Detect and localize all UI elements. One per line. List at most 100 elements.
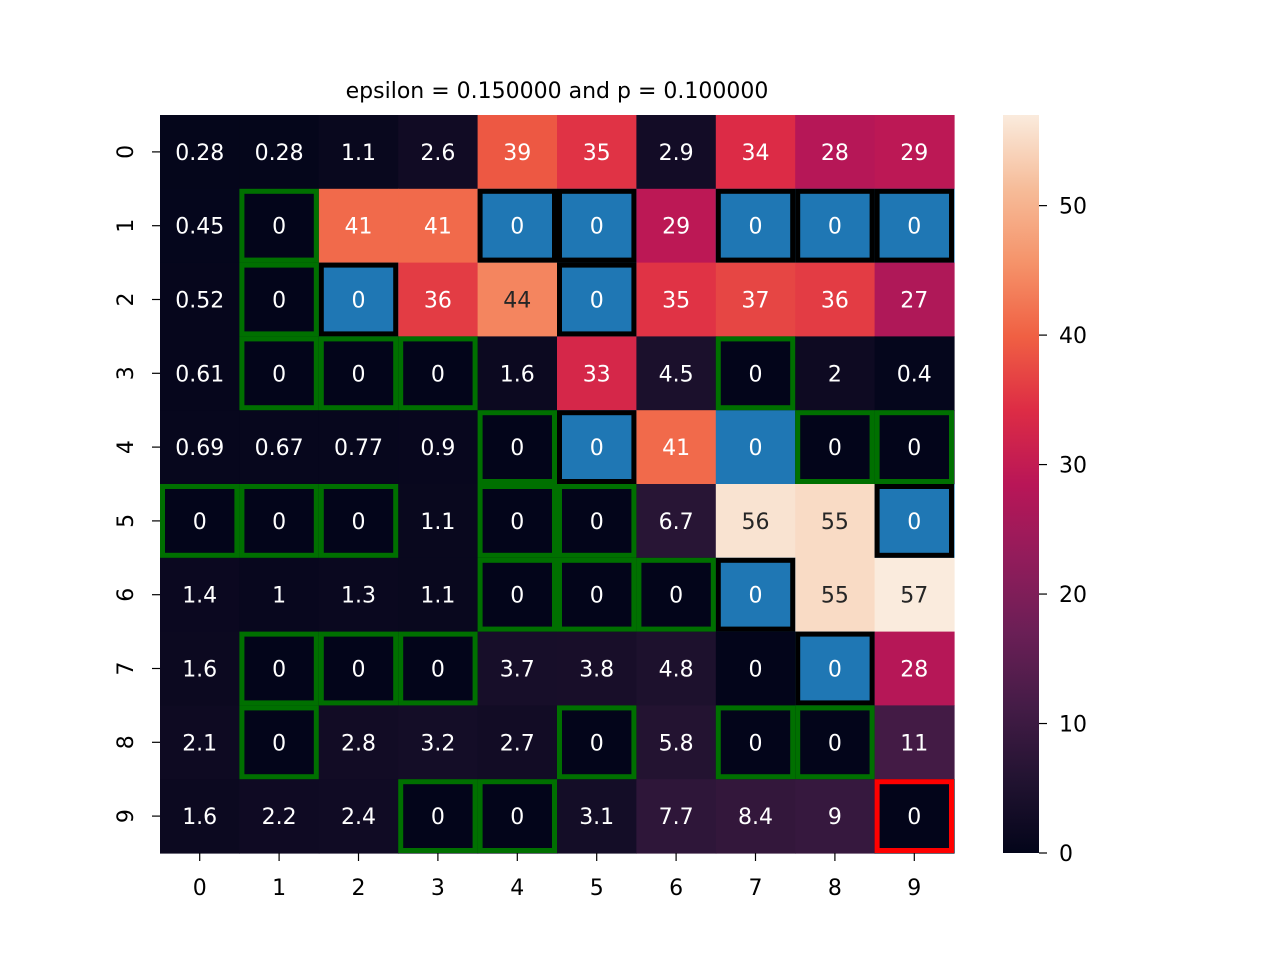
heatmap-cell	[715, 336, 796, 411]
heatmap-cell	[795, 631, 876, 706]
heatmap-cell	[874, 410, 955, 485]
cell-value-label: 1.1	[341, 141, 376, 166]
cell-value-label: 2.8	[341, 731, 376, 756]
cell-value-label: 0	[510, 215, 524, 240]
red-cell-outline	[874, 779, 954, 854]
cell-value-label: 2	[828, 362, 842, 387]
heatmap-cell	[874, 557, 955, 633]
cell-value-label: 35	[583, 141, 611, 166]
heatmap-cell	[398, 631, 479, 706]
heatmap-cell	[715, 188, 796, 264]
heatmap-cell	[874, 188, 955, 264]
heatmap-cell	[160, 705, 240, 780]
cell-value-label: 36	[424, 289, 452, 314]
cell-value-label: 0	[590, 584, 604, 609]
green-cell-outline	[398, 336, 478, 411]
green-cell-outline	[477, 410, 558, 485]
cell-value-label: 0	[510, 510, 524, 535]
heatmap-cell	[239, 484, 320, 559]
heatmap-cell	[636, 188, 717, 264]
cell-value-label: 1	[272, 584, 286, 609]
heatmap-cell	[398, 705, 479, 780]
heatmap-cell	[398, 262, 479, 337]
cell-value-label: 29	[900, 141, 928, 166]
heatmap-cell	[160, 336, 240, 411]
black-cell-outline	[477, 188, 558, 263]
green-cell-outline	[239, 188, 319, 263]
cell-value-label: 9	[828, 805, 842, 830]
heatmap-cell	[318, 115, 399, 190]
cell-value-label: 0.4	[897, 362, 932, 387]
heatmap-cell	[557, 557, 637, 633]
heatmap-cell	[715, 262, 796, 337]
heatmap-cell	[477, 779, 558, 854]
x-tick-label: 7	[749, 876, 763, 901]
heatmap-cell	[874, 484, 955, 559]
green-cell-outline	[318, 336, 399, 411]
heatmap-cell	[557, 705, 637, 780]
x-tick-label: 0	[193, 876, 207, 901]
heatmap-cell	[239, 705, 320, 780]
heatmap-cell	[318, 410, 399, 485]
cell-value-label: 0	[590, 731, 604, 756]
heatmap-cell	[715, 484, 796, 559]
heatmap-cell	[636, 631, 717, 706]
cell-value-label: 0	[590, 289, 604, 314]
heatmap-cell	[715, 115, 796, 190]
cell-value-label: 0	[828, 215, 842, 240]
cell-value-label: 35	[662, 289, 690, 314]
black-cell-outline	[715, 557, 796, 632]
y-tick-label: 4	[114, 440, 139, 454]
heatmap-cell	[160, 262, 240, 337]
heatmap-cell	[636, 410, 717, 485]
cell-value-labels: 0.28 0.28 1.1 2.6 39 35 2.9 34 28 290.45 0 41 41 0 0 29…	[175, 141, 932, 830]
heatmap-cell	[398, 188, 479, 264]
heatmap-cell	[636, 779, 717, 854]
heatmap-cell	[160, 484, 240, 559]
colorbar-tick-label: 0	[1059, 842, 1073, 867]
heatmap-cell	[477, 705, 558, 780]
cell-value-label: 0	[590, 436, 604, 461]
cell-value-label: 3.2	[420, 731, 455, 756]
heatmap-cell	[239, 631, 320, 706]
cell-value-label: 0	[749, 658, 763, 683]
heatmap-cell	[318, 336, 399, 411]
cell-value-label: 0	[193, 510, 207, 535]
cell-value-label: 0.69	[175, 436, 224, 461]
heatmap-cell	[160, 115, 240, 190]
colorbar-tick-label: 40	[1059, 324, 1087, 349]
heatmap-cell	[636, 262, 717, 337]
heatmap-cell	[477, 115, 558, 190]
green-cell-outline	[239, 262, 319, 337]
cell-value-label: 11	[900, 731, 928, 756]
heatmap-cell	[557, 188, 637, 264]
cell-value-label: 0	[590, 215, 604, 240]
cell-value-label: 34	[742, 141, 770, 166]
heatmap-cell	[398, 557, 479, 633]
cell-value-label: 1.1	[420, 584, 455, 609]
heatmap-cell	[715, 410, 796, 485]
heatmap-cell	[795, 484, 876, 559]
cell-value-label: 8.4	[738, 805, 773, 830]
cell-value-label: 6.7	[659, 510, 694, 535]
cell-value-label: 55	[821, 510, 849, 535]
heatmap-cell	[318, 705, 399, 780]
colorbar-tick-label: 50	[1059, 195, 1087, 220]
heatmap-cell	[557, 484, 637, 559]
heatmap-cell	[318, 779, 399, 854]
heatmap-cell	[477, 484, 558, 559]
heatmap-cell	[557, 115, 637, 190]
cell-value-label: 7.7	[659, 805, 694, 830]
heatmap-cell	[318, 484, 399, 559]
cell-value-label: 0	[749, 362, 763, 387]
cell-value-label: 0	[907, 436, 921, 461]
cell-value-label: 0	[272, 289, 286, 314]
heatmap-cell	[874, 262, 955, 337]
cell-value-label: 0	[590, 510, 604, 535]
heatmap-cell	[557, 410, 637, 485]
y-tick-label: 1	[114, 219, 139, 233]
cell-value-label: 2.9	[659, 141, 694, 166]
cell-outlines	[160, 188, 954, 854]
heatmap-cell	[398, 410, 479, 485]
heatmap-cell	[160, 188, 240, 264]
